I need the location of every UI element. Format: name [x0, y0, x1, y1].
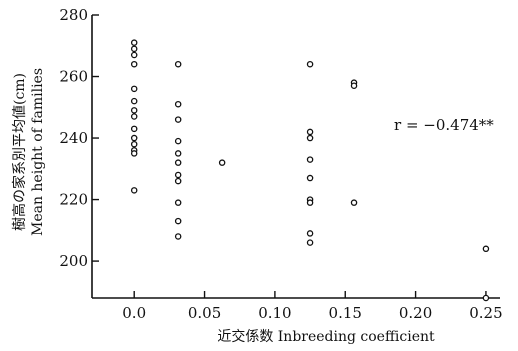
data-point: [350, 199, 358, 206]
data-point: [130, 113, 138, 120]
y-tick-label: 280: [59, 6, 88, 24]
data-point: [130, 60, 138, 68]
data-point: [174, 217, 182, 225]
data-point: [306, 60, 314, 68]
y-axis-title-en: Mean height of families: [30, 68, 46, 236]
data-point: [174, 177, 182, 185]
data-points: [130, 39, 490, 302]
x-tick-label: 0.25: [469, 304, 502, 322]
data-point: [130, 125, 138, 133]
data-point: [350, 82, 358, 90]
x-tick-label: 0.0: [122, 304, 146, 322]
data-point: [174, 199, 182, 206]
data-point: [306, 230, 314, 237]
data-point: [130, 140, 138, 148]
x-axis-title: 近交係数 Inbreeding coefficient: [217, 328, 435, 345]
data-point: [482, 294, 490, 302]
data-point: [130, 187, 138, 194]
x-tick-label: 0.10: [258, 304, 291, 322]
data-point: [482, 245, 490, 253]
data-point: [174, 100, 182, 108]
data-point: [174, 150, 182, 157]
data-point: [306, 156, 314, 163]
data-point: [130, 107, 138, 114]
y-tick-label: 240: [59, 129, 88, 147]
x-tick-label: 0.20: [399, 304, 432, 322]
data-point: [130, 150, 138, 157]
y-tick-label: 200: [59, 252, 88, 270]
data-point: [130, 85, 138, 93]
x-ticks: 0.0 0.05 0.10 0.15 0.20 0.25: [122, 291, 503, 322]
data-point: [174, 60, 182, 68]
y-ticks: 200 220 240 260 280: [59, 6, 99, 270]
data-point: [306, 128, 314, 136]
x-tick-label: 0.15: [329, 304, 362, 322]
data-point: [130, 39, 138, 46]
data-point: [306, 239, 314, 246]
data-point: [306, 134, 314, 142]
y-tick-label: 260: [59, 68, 88, 86]
y-axis-title-jp: 樹高の家系別平均値(cm): [11, 73, 28, 231]
x-tick-label: 0.05: [188, 304, 221, 322]
correlation-annotation: r = −0.474**: [394, 116, 494, 134]
data-point: [130, 45, 138, 53]
data-point: [174, 171, 182, 179]
data-point: [174, 233, 182, 240]
y-tick-label: 220: [59, 191, 88, 209]
data-point: [174, 137, 182, 145]
data-point: [306, 174, 314, 182]
data-point: [174, 116, 182, 123]
axes: [91, 15, 500, 299]
data-point: [130, 134, 138, 142]
data-point: [130, 97, 138, 105]
data-point: [218, 159, 226, 166]
data-point: [174, 159, 182, 166]
data-point: [130, 51, 138, 59]
data-point: [306, 199, 314, 206]
